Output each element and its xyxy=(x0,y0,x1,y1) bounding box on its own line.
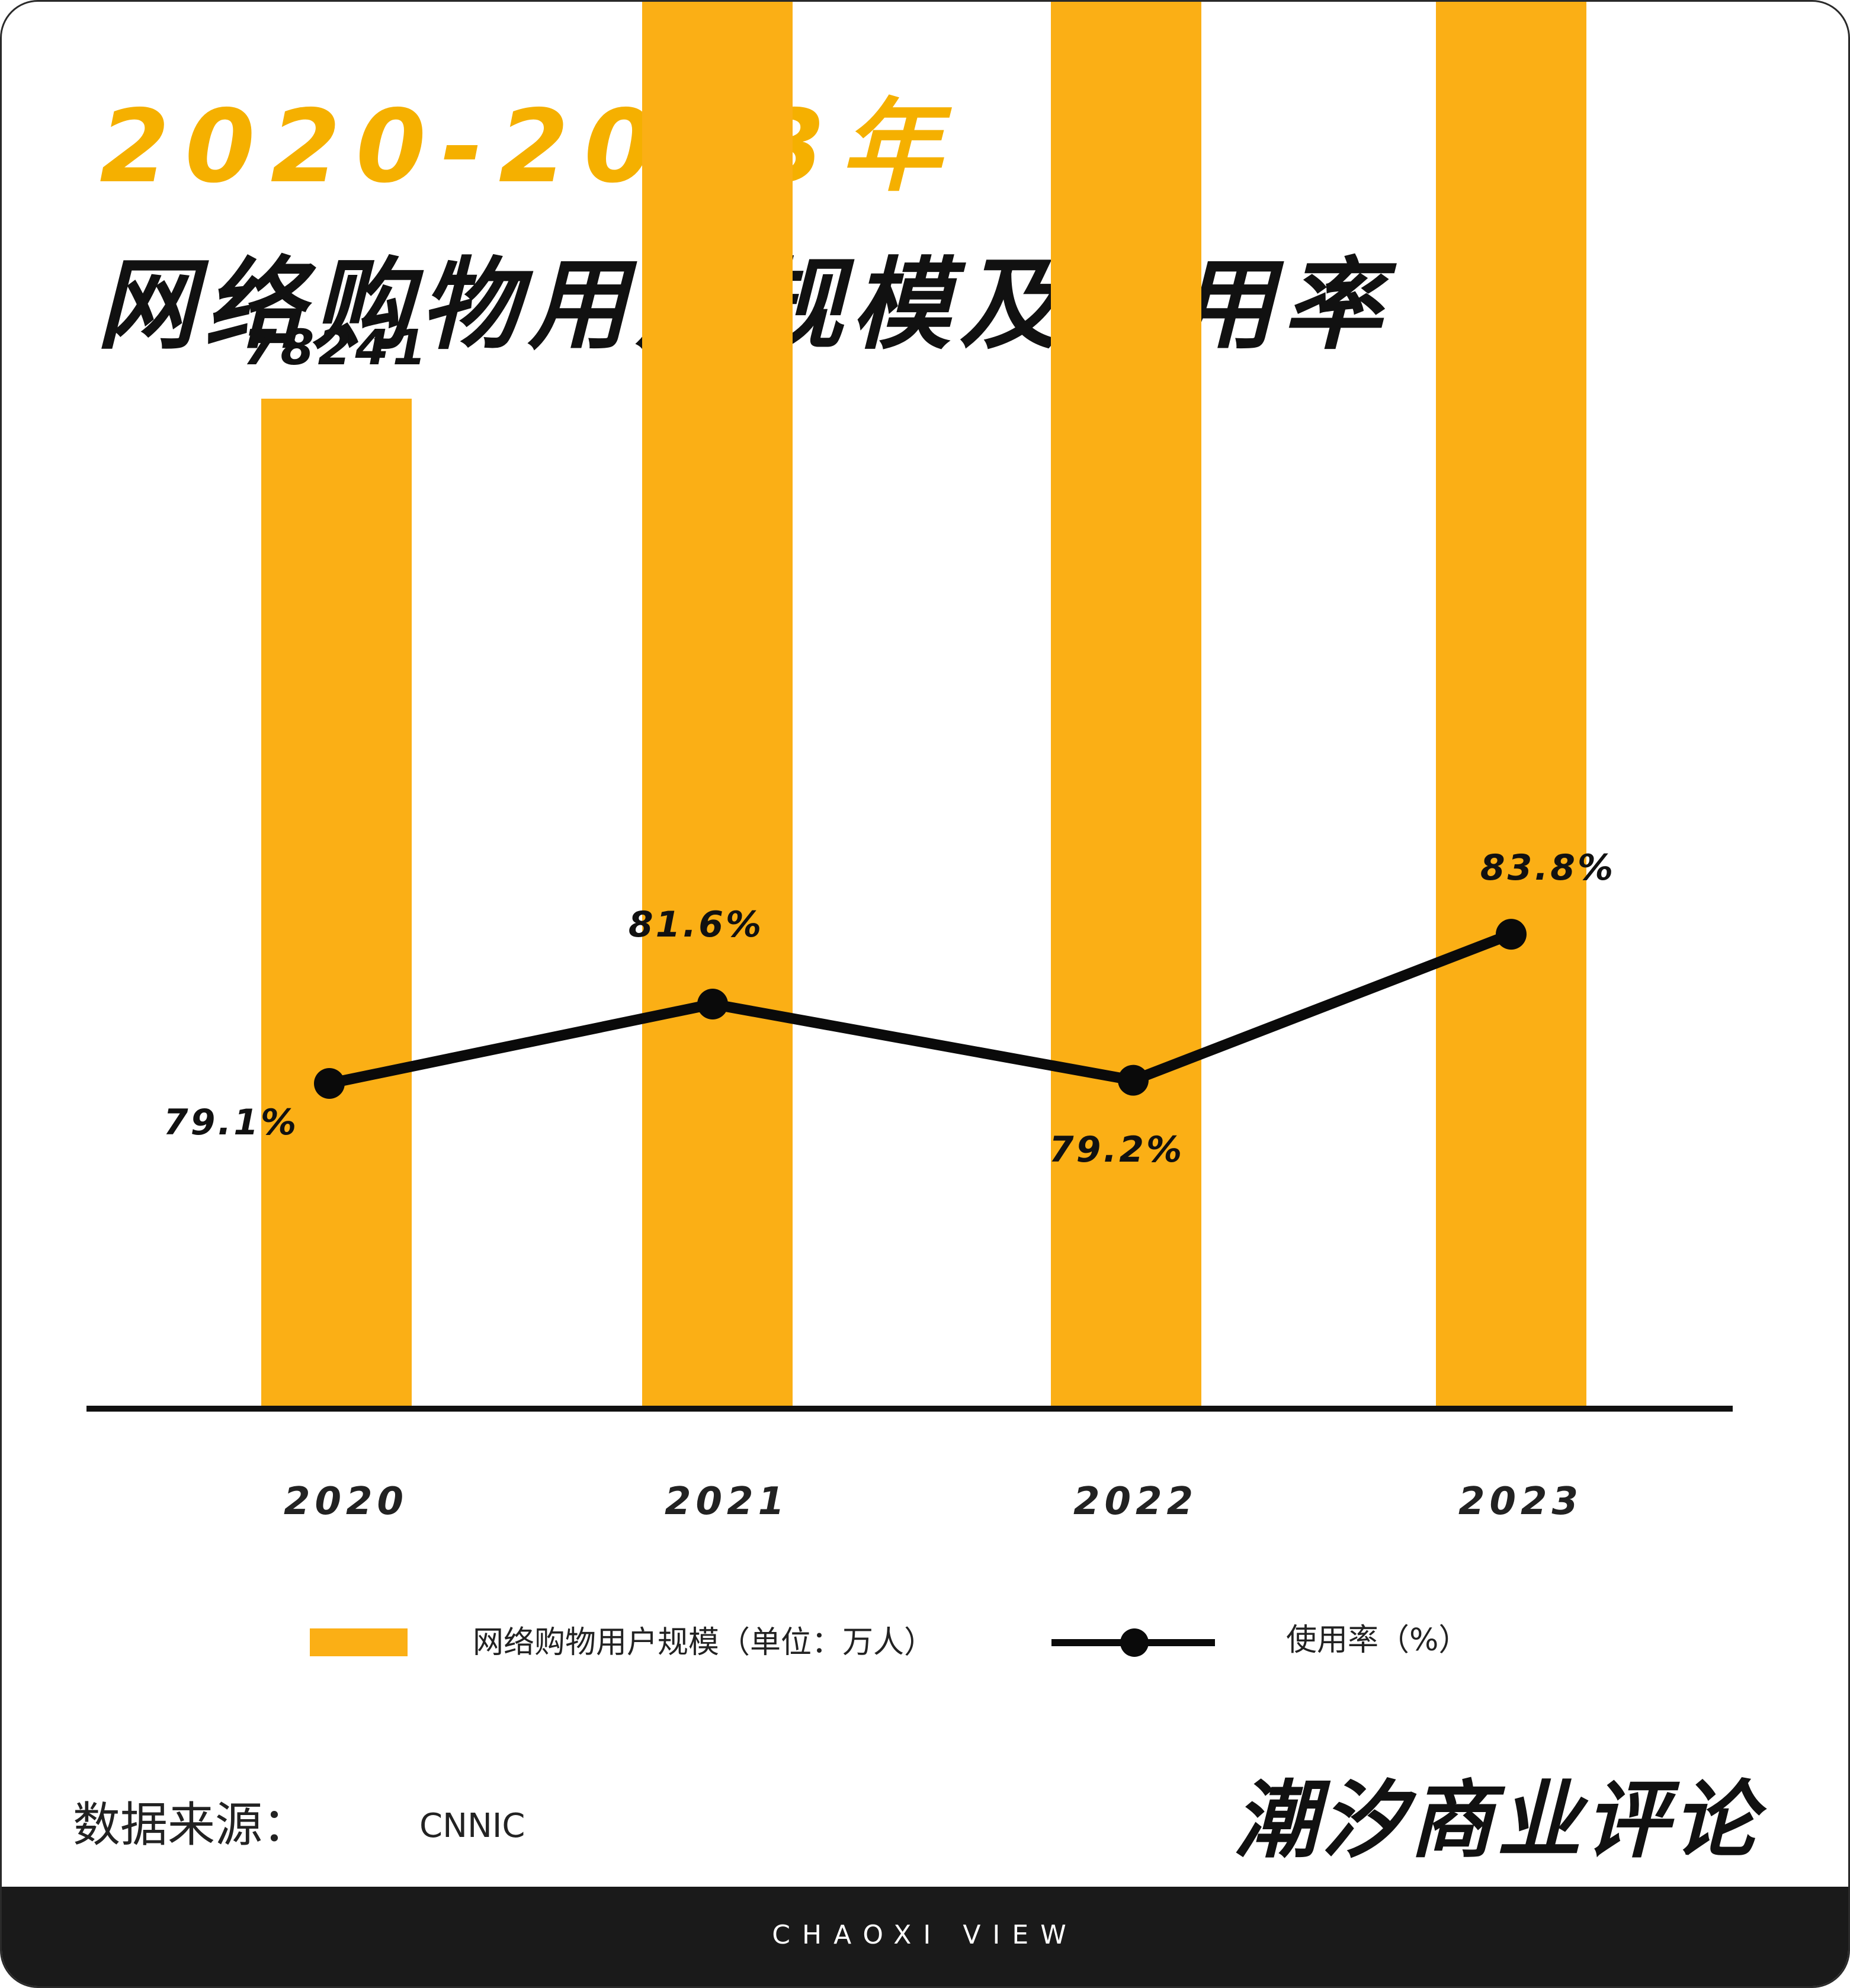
rate-point-2021 xyxy=(697,989,728,1019)
x-tick-2023: 2023 xyxy=(1458,1480,1583,1524)
bar-labels-layer: 78241842108452991496 xyxy=(243,320,429,376)
rate-label-2021: 81.6% xyxy=(629,904,764,945)
legend-line-label: 使用率（%） xyxy=(1286,1623,1470,1658)
bar-2022 xyxy=(1051,2,1201,1406)
x-ticks-layer: 2020 2021 2022 2023 xyxy=(284,1480,1583,1524)
rate-label-2023: 83.8% xyxy=(1480,847,1615,889)
brand-logo: 潮汐商业评论 xyxy=(1234,1772,1760,1870)
legend-line-marker xyxy=(1120,1628,1149,1657)
footer-brand-text: CHAOXI VIEW xyxy=(772,1920,1078,1950)
bar-2023 xyxy=(1436,2,1586,1406)
rate-label-2020: 79.1% xyxy=(163,1102,299,1143)
rate-point-2023 xyxy=(1496,919,1527,950)
legend xyxy=(310,1628,1215,1657)
rate-point-2020 xyxy=(314,1068,345,1099)
title-year: 2020-2023年 xyxy=(100,88,957,206)
bar-value-label-2020: 78241 xyxy=(243,320,429,376)
rate-line xyxy=(324,929,1516,1089)
x-tick-2020: 2020 xyxy=(284,1480,408,1524)
bar-2020 xyxy=(261,399,412,1406)
footer-bar: CHAOXI VIEW xyxy=(2,1887,1848,1986)
rate-point-2022 xyxy=(1118,1064,1149,1096)
source-value: CNNIC xyxy=(419,1807,525,1845)
x-tick-2021: 2021 xyxy=(665,1480,789,1524)
rate-label-2022: 79.2% xyxy=(1049,1129,1184,1171)
line-layer: 79.1% 81.6% 79.2% 83.8% xyxy=(163,847,1615,1171)
legend-bar-label: 网络购物用户规模（单位：万人） xyxy=(473,1625,935,1660)
bars-layer xyxy=(261,2,1586,1406)
source-label: 数据来源： xyxy=(73,1797,310,1852)
legend-bar-swatch xyxy=(310,1628,408,1656)
bar-2021 xyxy=(642,2,793,1406)
combo-chart: 78241842108452991496 79.1% 81.6% 79.2% 83.8… xyxy=(86,2,1733,1657)
x-tick-2022: 2022 xyxy=(1073,1480,1198,1524)
